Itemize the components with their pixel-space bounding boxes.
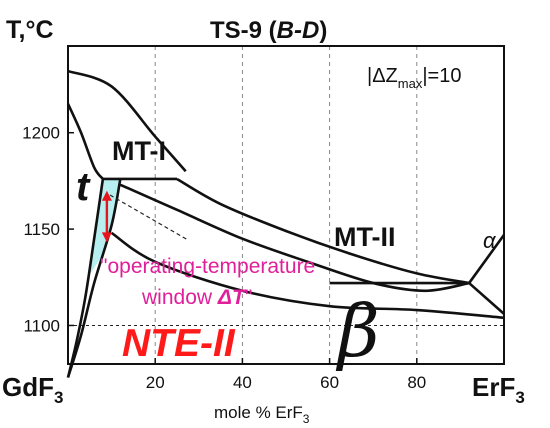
y-tick-label: 1150 (23, 220, 60, 239)
y-axis-unit: T,°C (6, 16, 54, 44)
axis-ticks: 20 40 60 80 1100 1150 1200 (22, 124, 426, 392)
x-tick-label: 60 (320, 373, 339, 392)
boundary-alpha-upper (468, 234, 506, 284)
x-tick-label: 40 (233, 373, 252, 392)
plot-frame (67, 45, 505, 365)
boundary-upper-long-boundary (176, 177, 470, 285)
phase-label-mt2: MT-II (334, 222, 396, 252)
phase-label-beta: β (335, 289, 380, 373)
annotation-line-2: window ΔT" (141, 286, 252, 309)
operating-window-region (88, 178, 121, 278)
annotation-line-1: "operating-temperature (100, 255, 315, 278)
phase-label-nte: NTE-II (122, 322, 236, 365)
delta-z-label: |ΔZmax|=10 (367, 65, 461, 91)
phase-label-alpha: α (483, 228, 497, 253)
left-component-label: GdF3 (2, 372, 63, 407)
right-component-label: ErF3 (472, 372, 525, 407)
y-tick-label: 1200 (22, 124, 60, 143)
annotation-pointer-line (109, 194, 189, 241)
x-axis-label: mole % ErF3 (214, 403, 310, 426)
boundary-lower-right-boundary (110, 231, 505, 320)
y-tick-label: 1100 (23, 316, 60, 335)
boundary-upper-dome (67, 69, 187, 173)
boundary-lower-long-boundary (119, 183, 470, 293)
x-tick-label: 20 (146, 373, 165, 392)
window-arrow (101, 190, 112, 243)
boundary-alpha-lower (468, 282, 505, 315)
x-tick-label: 80 (407, 373, 426, 392)
boundary-t-region-left (66, 178, 105, 378)
diagram-title: TS-9 (B-D) (210, 17, 327, 44)
phase-label-mt1: MT-I (112, 136, 166, 166)
boundary-t-region-right (66, 178, 122, 378)
grid-lines (68, 46, 504, 364)
phase-label-t: t (76, 165, 91, 209)
phase-boundaries (66, 69, 506, 378)
boundary-upper-liquidus-left (66, 103, 104, 180)
